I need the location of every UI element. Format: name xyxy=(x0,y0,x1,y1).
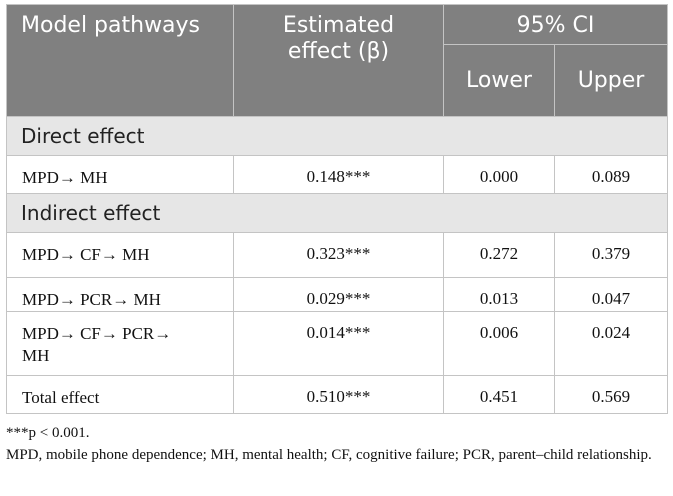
ci-upper-cell: 0.047 xyxy=(554,277,668,312)
ci-lower-cell: 0.013 xyxy=(443,277,555,312)
table-row: Total effect 0.510*** 0.451 0.569 xyxy=(6,375,668,414)
table-row: MPD→ CF→ PCR→ MH 0.014*** 0.006 0.024 xyxy=(6,311,668,376)
section-direct-effect: Direct effect xyxy=(6,116,668,156)
ci-upper-cell: 0.024 xyxy=(554,311,668,376)
table-row: MPD→ MH 0.148*** 0.000 0.089 xyxy=(6,155,668,194)
table-row: MPD→ CF→ MH 0.323*** 0.272 0.379 xyxy=(6,232,668,278)
pathway-cell: MPD→ CF→ PCR→ MH xyxy=(6,311,234,376)
ci-lower-cell: 0.451 xyxy=(443,375,555,414)
header-estimated-effect: Estimated effect (β) xyxy=(233,4,444,117)
significance-footnote: ***p < 0.001. xyxy=(6,425,90,441)
section-indirect-effect: Indirect effect xyxy=(6,193,668,233)
pathway-cell: MPD→ CF→ MH xyxy=(6,232,234,278)
effect-cell: 0.014*** xyxy=(233,311,444,376)
ci-lower-cell: 0.000 xyxy=(443,155,555,194)
ci-lower-cell: 0.272 xyxy=(443,232,555,278)
mediation-effects-table: Model pathways Estimated effect (β) 95% … xyxy=(6,4,668,414)
pathway-cell: MPD→ MH xyxy=(6,155,234,194)
effect-cell: 0.323*** xyxy=(233,232,444,278)
effect-cell: 0.148*** xyxy=(233,155,444,194)
header-model-pathways: Model pathways xyxy=(6,4,234,117)
pathway-cell: Total effect xyxy=(6,375,234,414)
ci-lower-cell: 0.006 xyxy=(443,311,555,376)
header-lower: Lower xyxy=(443,44,555,117)
header-95-ci: 95% CI xyxy=(443,4,668,45)
ci-upper-cell: 0.569 xyxy=(554,375,668,414)
pathway-cell: MPD→ PCR→ MH xyxy=(6,277,234,312)
abbreviations-footnote: MPD, mobile phone dependence; MH, mental… xyxy=(6,447,652,463)
header-upper: Upper xyxy=(554,44,668,117)
table-row: MPD→ PCR→ MH 0.029*** 0.013 0.047 xyxy=(6,277,668,312)
ci-upper-cell: 0.089 xyxy=(554,155,668,194)
effect-cell: 0.029*** xyxy=(233,277,444,312)
ci-upper-cell: 0.379 xyxy=(554,232,668,278)
effect-cell: 0.510*** xyxy=(233,375,444,414)
